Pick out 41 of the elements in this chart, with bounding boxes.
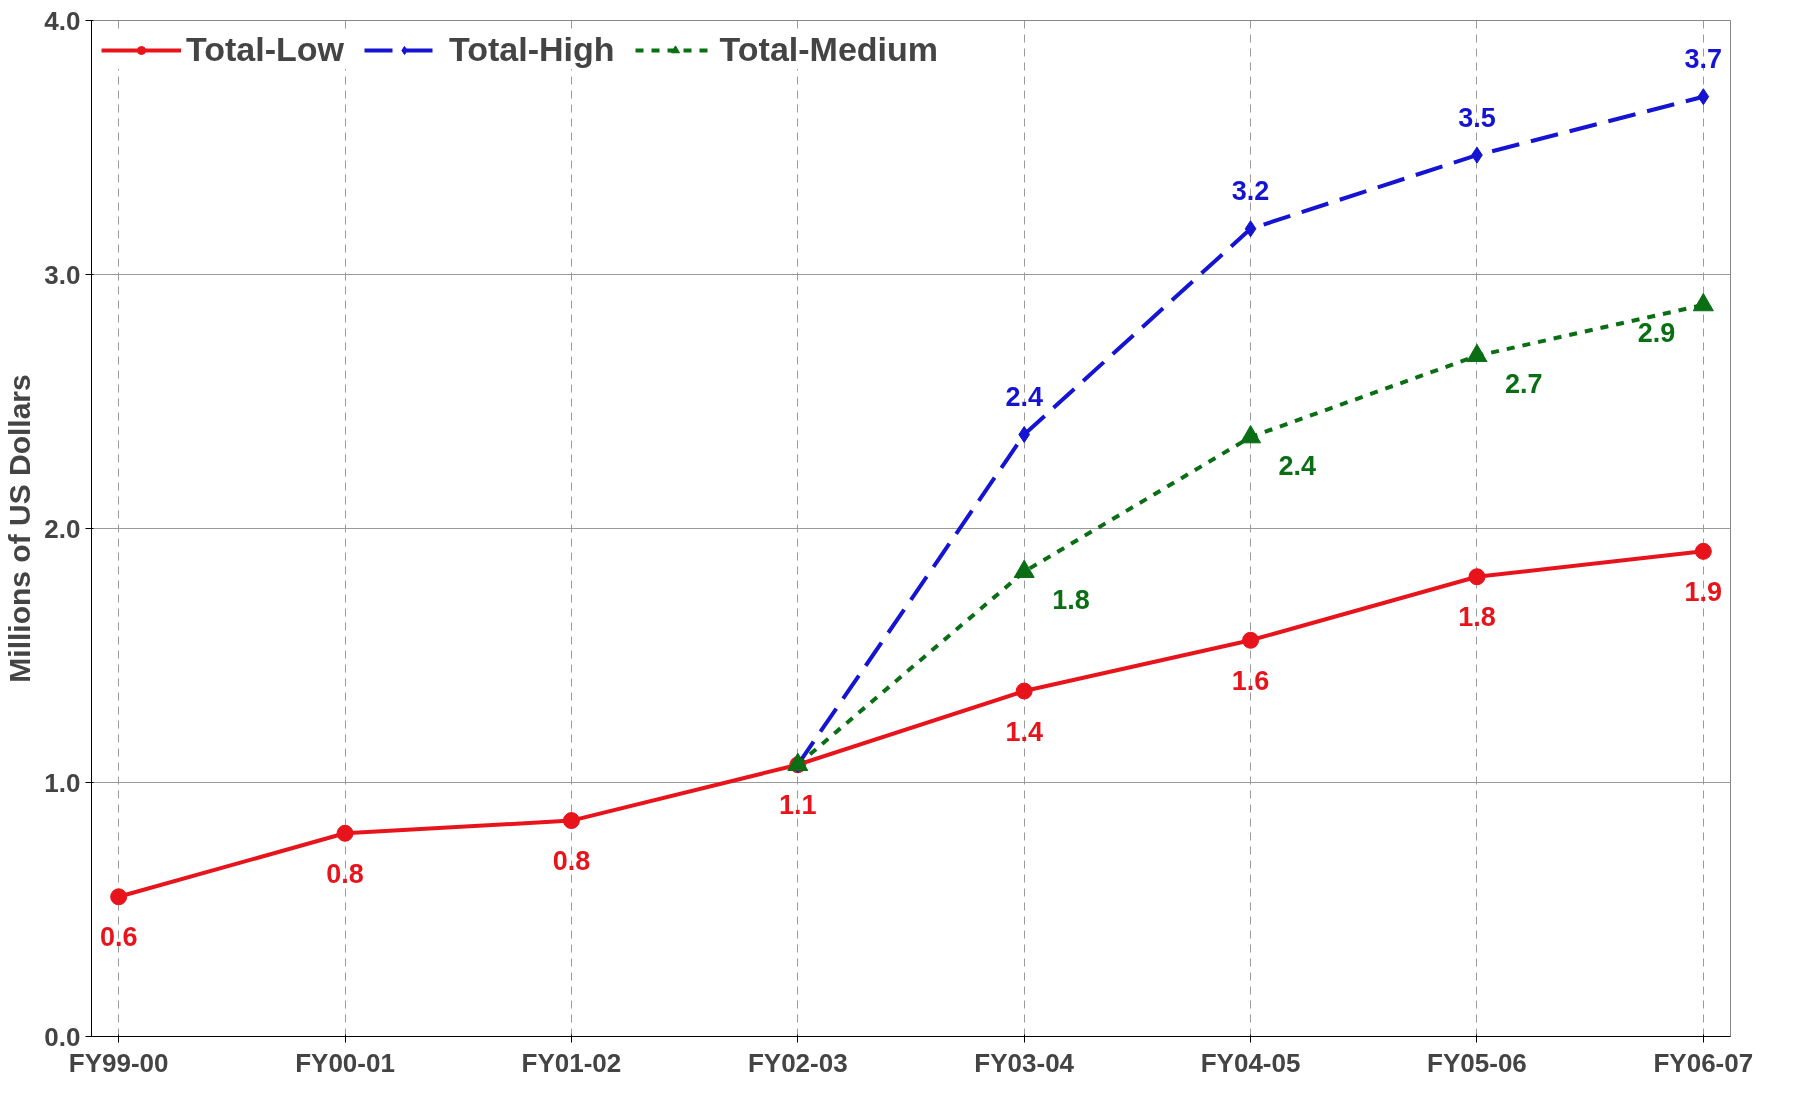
data-label: 3.7: [1684, 44, 1723, 75]
data-label: 1.6: [1231, 665, 1270, 696]
data-label: 2.9: [1637, 318, 1676, 349]
data-label: 1.8: [1458, 602, 1496, 633]
legend-label: Total-Medium: [719, 30, 939, 69]
data-label: 1.8: [1052, 585, 1090, 616]
point: [1242, 631, 1260, 649]
legend-label: Total-Low: [186, 30, 344, 69]
data-label: 0.6: [99, 922, 138, 953]
point: [1244, 220, 1257, 238]
data-label: 1.1: [779, 790, 817, 821]
data-label: 1.4: [1005, 716, 1043, 747]
y-tick-label: 1.0: [44, 767, 81, 798]
point: [1697, 88, 1710, 106]
point: [1018, 426, 1031, 444]
x-tick-label: FY06-07: [1653, 1047, 1754, 1078]
data-label: 1.9: [1684, 576, 1723, 607]
point: [1015, 682, 1033, 700]
y-tick-label: 4.0: [44, 5, 81, 36]
point: [336, 824, 354, 842]
x-tick-label: FY04-05: [1200, 1047, 1301, 1078]
x-tick-label: FY05-06: [1427, 1047, 1527, 1078]
x-tick-label: FY02-03: [747, 1047, 848, 1078]
data-label: 2.4: [1005, 382, 1043, 413]
data-label: 0.8: [552, 846, 591, 877]
data-label: 2.7: [1504, 369, 1543, 400]
data-label: 2.4: [1278, 450, 1317, 481]
point: [1468, 568, 1486, 586]
y-tick-label: 3.0: [44, 259, 81, 290]
legend-label: Total-High: [449, 30, 615, 69]
x-tick-label: FY01-02: [521, 1047, 622, 1078]
x-tick-label: FY03-04: [974, 1047, 1075, 1078]
x-tick-label: FY00-01: [295, 1047, 395, 1078]
point: [110, 888, 128, 906]
data-label: 0.8: [326, 858, 364, 889]
point: [1694, 542, 1712, 560]
y-axis-title: Millions of US Dollars: [3, 374, 37, 683]
data-label: 3.2: [1231, 176, 1270, 207]
y-tick-label: 2.0: [44, 513, 81, 544]
point: [562, 812, 580, 830]
data-label: 3.5: [1458, 102, 1496, 133]
